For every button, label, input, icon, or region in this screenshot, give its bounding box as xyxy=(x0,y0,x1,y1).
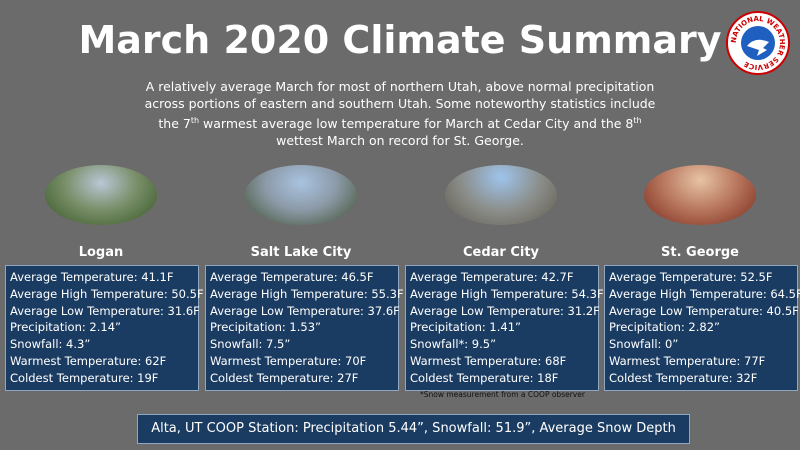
stat-line: Average Temperature: 46.5F xyxy=(210,270,374,284)
bottom-bar: Alta, UT COOP Station: Precipitation 5.4… xyxy=(137,414,690,450)
stat-line: Precipitation: 2.14” xyxy=(10,320,121,335)
stat-line: Snowfall: 7.5” xyxy=(210,337,291,352)
intro-text: A relatively average March for most of n… xyxy=(144,79,656,132)
stat-line: Average Low Temperature: 37.6F xyxy=(210,303,400,318)
stat-line: Snowfall: 0” xyxy=(609,337,679,352)
stats-box: Average Temperature: 42.7F Average High T… xyxy=(405,265,604,391)
stat-line: Snowfall: 4.3” xyxy=(10,337,91,352)
city-photo xyxy=(45,165,157,225)
intro-text: wettest March on record for St. George. xyxy=(276,133,524,149)
intro-text: warmest average low temperature for Marc… xyxy=(199,116,634,132)
superscript: th xyxy=(633,116,642,125)
logo-bolt xyxy=(747,39,769,56)
city-name: St. George xyxy=(661,245,739,260)
stat-line: Warmest Temperature: 70F xyxy=(210,353,367,368)
stat-line: Average Temperature: 41.1F xyxy=(10,270,174,284)
title: March 2020 Climate Summary xyxy=(78,18,722,62)
stat-line: Snowfall*: 9.5” xyxy=(410,337,497,352)
stats-box: Average Temperature: 52.5F Average High T… xyxy=(604,265,800,391)
city-name: Salt Lake City xyxy=(250,245,352,260)
stat-line: Coldest Temperature: 27F xyxy=(210,370,359,385)
stat-line: Coldest Temperature: 32F xyxy=(609,370,758,385)
stat-line: Average High Temperature: 54.3F xyxy=(410,286,604,301)
intro: A relatively average March for most of n… xyxy=(140,78,660,149)
stat-line: Average Temperature: 52.5F xyxy=(609,270,773,284)
footnote: *Snow measurement from a COOP observer xyxy=(420,390,585,399)
city-name: Logan xyxy=(78,245,124,260)
stat-line: Coldest Temperature: 18F xyxy=(410,370,559,385)
stat-line: Warmest Temperature: 62F xyxy=(10,353,167,368)
city-photo xyxy=(445,165,557,225)
stat-line: Precipitation: 1.41” xyxy=(410,320,521,335)
stat-line: Average High Temperature: 64.5F xyxy=(609,286,800,301)
stat-line: Average High Temperature: 50.5F xyxy=(10,286,204,301)
city-photo xyxy=(245,165,357,225)
stat-line: Average High Temperature: 55.3F xyxy=(210,286,404,301)
stat-line: Average Temperature: 42.7F xyxy=(410,270,574,284)
stat-line: Coldest Temperature: 19F xyxy=(10,370,159,385)
stats-box: Average Temperature: 46.5F Average High T… xyxy=(205,265,404,391)
city-photo xyxy=(644,165,756,225)
stat-line: Precipitation: 2.82” xyxy=(609,320,720,335)
city-name: Cedar City xyxy=(462,245,540,260)
stat-line: Warmest Temperature: 68F xyxy=(410,353,567,368)
stat-line: Average Low Temperature: 40.5F xyxy=(609,303,799,318)
stats-box: Average Temperature: 41.1F Average High T… xyxy=(5,265,204,391)
logo: NATIONAL WEATHER SERVICE xyxy=(726,11,790,75)
stat-line: Average Low Temperature: 31.6F xyxy=(10,303,200,318)
stat-line: Warmest Temperature: 77F xyxy=(609,353,766,368)
stat-line: Precipitation: 1.53” xyxy=(210,320,321,335)
superscript: th xyxy=(190,116,200,125)
stat-line: Average Low Temperature: 31.2F xyxy=(410,303,600,318)
